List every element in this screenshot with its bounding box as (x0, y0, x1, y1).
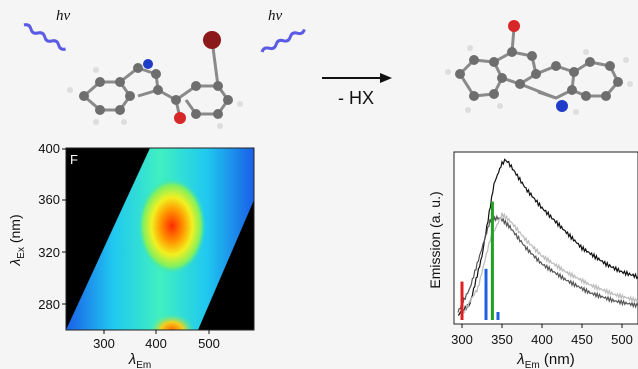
transition-bar (497, 312, 500, 320)
excitation-emission-map: F 400 360 320 280 300 400 500 λEm λEx (n… (0, 140, 270, 369)
transition-bar (461, 282, 464, 320)
heatmap-y-axis-title: λEx (nm) (7, 214, 27, 266)
x-tick-label: 350 (491, 332, 513, 347)
y-tick-label: 400 (38, 141, 60, 156)
reaction-arrow (322, 73, 392, 83)
light-wave-left-icon (23, 23, 67, 50)
x-ticks-group: 300 350 400 450 500 (451, 324, 633, 347)
heatmap-x-axis-title: λEm (128, 351, 151, 369)
y-tick-label: 320 (38, 245, 60, 260)
heatmap-hotspot (138, 178, 206, 274)
photon-label-right: hν (268, 8, 283, 24)
x-tick-label: 400 (531, 332, 553, 347)
x-tick-label: 500 (198, 336, 220, 351)
x-axis-title: λEm (nm) (516, 351, 574, 369)
photon-label-left: hν (56, 8, 71, 24)
y-tick-label: 360 (38, 192, 60, 207)
product-atoms (445, 20, 633, 115)
transition-bar (491, 202, 494, 320)
emission-spectrum-chart: 300 350 400 450 500 Emission (a. u.) λEm (nm… (410, 140, 638, 369)
x-tick-label: 500 (611, 332, 633, 347)
x-tick-label: 300 (451, 332, 473, 347)
light-wave-right-icon (261, 28, 305, 54)
x-tick-label: 400 (145, 336, 167, 351)
y-tick-label: 280 (38, 297, 60, 312)
x-tick-label: 450 (571, 332, 593, 347)
reaction-scheme: hν hν - HX (0, 0, 638, 140)
reaction-arrow-label: - HX (338, 88, 374, 108)
x-tick-label: 300 (93, 336, 115, 351)
panel-letter: F (70, 152, 78, 167)
y-axis-title: Emission (a. u.) (427, 191, 443, 288)
transition-bar (485, 269, 488, 320)
